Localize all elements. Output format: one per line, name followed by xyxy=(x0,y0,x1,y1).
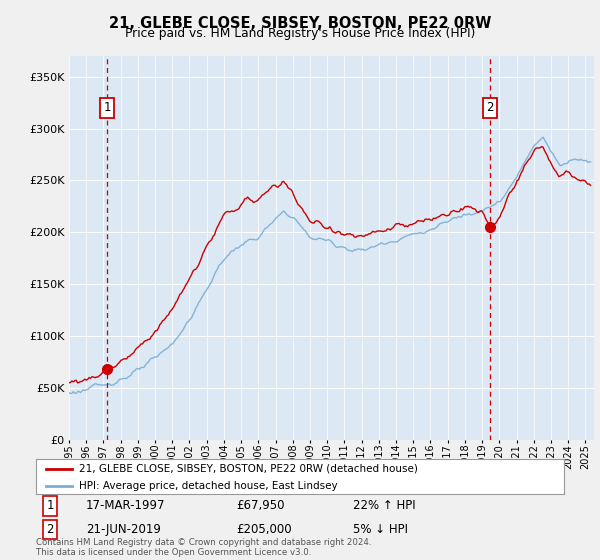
Text: Price paid vs. HM Land Registry's House Price Index (HPI): Price paid vs. HM Land Registry's House … xyxy=(125,27,475,40)
Text: 2: 2 xyxy=(47,523,54,536)
Text: HPI: Average price, detached house, East Lindsey: HPI: Average price, detached house, East… xyxy=(79,481,338,491)
Text: 1: 1 xyxy=(47,500,54,512)
Text: 21, GLEBE CLOSE, SIBSEY, BOSTON, PE22 0RW (detached house): 21, GLEBE CLOSE, SIBSEY, BOSTON, PE22 0R… xyxy=(79,464,418,474)
Text: 17-MAR-1997: 17-MAR-1997 xyxy=(86,500,166,512)
Text: 22% ↑ HPI: 22% ↑ HPI xyxy=(353,500,415,512)
Text: £67,950: £67,950 xyxy=(236,500,285,512)
Text: 21-JUN-2019: 21-JUN-2019 xyxy=(86,523,161,536)
Text: 5% ↓ HPI: 5% ↓ HPI xyxy=(353,523,408,536)
Text: 1: 1 xyxy=(103,101,111,114)
Text: Contains HM Land Registry data © Crown copyright and database right 2024.
This d: Contains HM Land Registry data © Crown c… xyxy=(36,538,371,557)
Text: £205,000: £205,000 xyxy=(236,523,292,536)
Text: 2: 2 xyxy=(487,101,494,114)
Text: 21, GLEBE CLOSE, SIBSEY, BOSTON, PE22 0RW: 21, GLEBE CLOSE, SIBSEY, BOSTON, PE22 0R… xyxy=(109,16,491,31)
